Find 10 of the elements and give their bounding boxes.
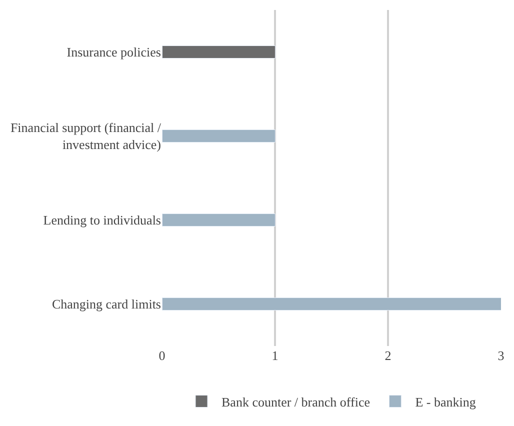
legend-label: E - banking: [415, 394, 476, 410]
x-tick-label: 3: [498, 348, 504, 363]
x-tick-label: 1: [272, 348, 278, 363]
x-tick-label: 2: [384, 348, 392, 363]
legend-label: Bank counter / branch office: [222, 394, 370, 410]
x-tick-label: 0: [158, 348, 166, 363]
y-tick-label: Insurance policies: [66, 44, 161, 60]
y-tick-label: Changing card limits: [52, 296, 161, 312]
y-tick-label: Lending to individuals: [43, 212, 161, 228]
y-tick-label: Financial support (financial / investment advice): [10, 120, 162, 152]
